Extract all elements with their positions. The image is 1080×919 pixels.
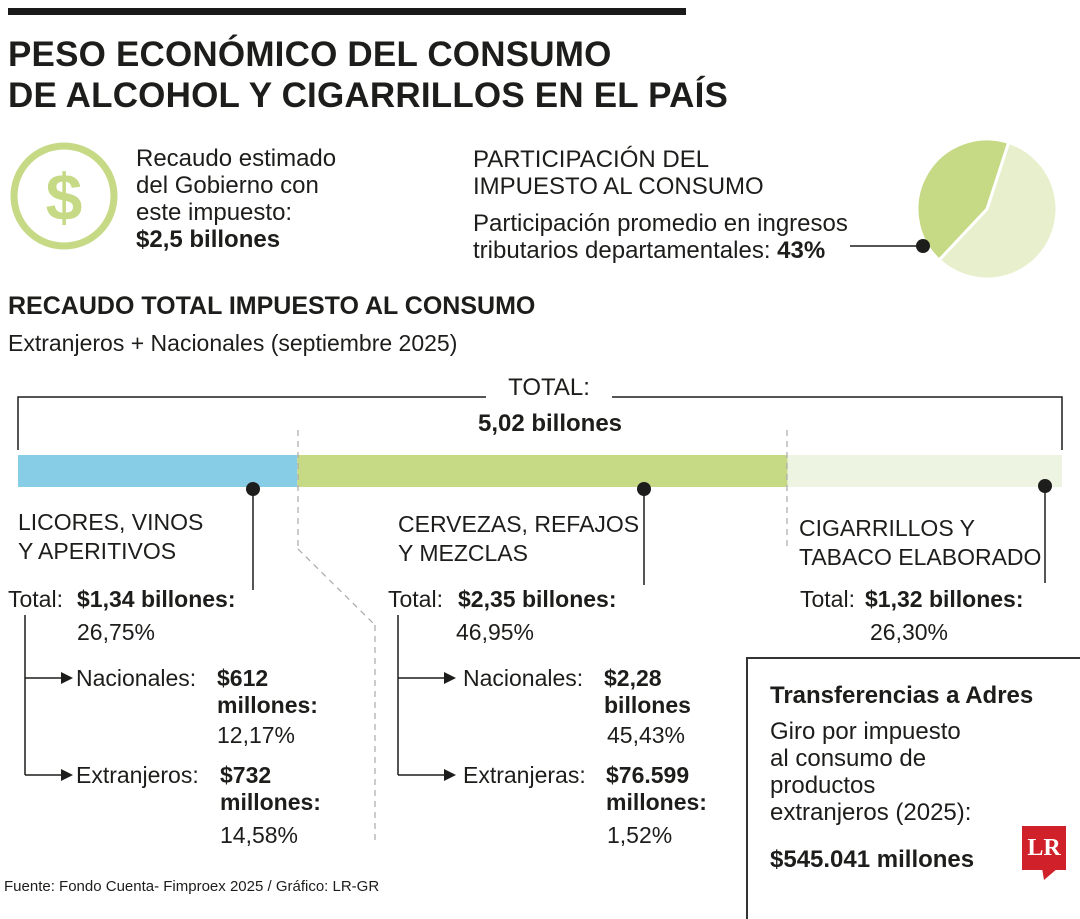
cervezas-nac-pct: 45,43% [607,722,686,748]
adres-desc-1: Giro por impuesto [770,718,961,745]
participacion-value: 43% [777,237,826,264]
pie-slice-rest [936,140,1059,281]
lr-logo: LR [1022,826,1066,870]
title-line-1: PESO ECONÓMICO DEL CONSUMO [8,35,612,74]
bar-segment-licores [18,455,298,487]
cervezas-nac-value: $2,28 billones [604,665,691,719]
licores-ext-label: Extranjeros: [76,762,199,788]
svg-text:$: $ [46,160,83,234]
licores-ext-pct: 14,58% [220,822,299,848]
segment-cigarrillos-name-2: TABACO ELABORADO [799,544,1042,570]
adres-box [746,657,1080,919]
source-note: Fuente: Fondo Cuenta- Fimproex 2025 / Gr… [4,878,380,895]
participacion-desc: Participación promedio en ingresos tribu… [473,210,848,264]
cigarrillos-total-label: Total: [800,586,855,612]
cervezas-ext-value: $76.599 millones: [606,762,707,816]
licores-nac-pct: 12,17% [217,722,296,748]
total-label: TOTAL: [508,374,590,401]
dot-cervezas [637,482,651,496]
segment-licores-name: LICORES, VINOS Y APERITIVOS [18,508,203,566]
pie-chart [850,137,1059,281]
adres-desc: Giro por impuesto al consumo de producto… [770,718,971,826]
cervezas-nac-value-1: $2,28 [604,665,662,691]
cigarrillos-total-value: $1,32 billones: [865,586,1024,612]
dot-cigarrillos [1038,479,1052,493]
bar-segment-cervezas [297,455,788,487]
divider-line-1b [297,548,376,625]
lr-logo-text: LR [1027,835,1061,861]
segment-cervezas-name-1: CERVEZAS, REFAJOS [398,511,640,537]
licores-nac-label: Nacionales: [76,665,197,691]
licores-ext-value: $732 millones: [220,762,321,816]
cervezas-total-value: $2,35 billones: [458,586,617,612]
participacion-title-line-1: PARTICIPACIÓN DEL [473,146,710,173]
adres-title: Transferencias a Adres [770,682,1034,709]
cervezas-ext-label: Extranjeras: [463,762,586,788]
cervezas-tree [397,615,456,781]
total-value: 5,02 billones [477,410,623,437]
dot-licores [246,482,260,496]
cervezas-ext-value-2: millones: [606,789,707,815]
participacion-title: PARTICIPACIÓN DEL IMPUESTO AL CONSUMO [473,146,764,200]
participacion-desc-line-2: tributarios departamentales: 43% [473,237,848,264]
section-title: RECAUDO TOTAL IMPUESTO AL CONSUMO [8,292,536,320]
adres-desc-4: extranjeros (2025): [770,799,972,826]
section-subtitle: Extranjeros + Nacionales (septiembre 202… [8,330,458,356]
adres-desc-2: al consumo de [770,745,927,772]
cervezas-total-label: Total: [388,586,443,612]
cervezas-nac-label: Nacionales: [463,665,584,691]
bar-segment-cigarrillos [787,455,1062,487]
licores-total-value: $1,34 billones: [77,586,236,612]
page-title: PESO ECONÓMICO DEL CONSUMO DE ALCOHOL Y … [8,34,728,116]
adres-desc-3: productos [770,772,876,799]
licores-nac-value-2: millones: [217,692,318,718]
segment-cigarrillos-name: CIGARRILLOS Y TABACO ELABORADO [799,514,1041,572]
cervezas-nac-value-2: billones [604,692,691,718]
participacion-desc-line-1: Participación promedio en ingresos [473,210,848,237]
cervezas-ext-pct: 1,52% [607,822,673,848]
cervezas-total-pct: 46,95% [456,619,535,645]
adres-value: $545.041 millones [770,846,975,873]
segment-cigarrillos-name-1: CIGARRILLOS Y [799,515,975,541]
recaudo-line-2: del Gobierno con [136,172,319,199]
segment-cervezas-name-2: Y MEZCLAS [398,540,528,566]
participacion-title-line-2: IMPUESTO AL CONSUMO [473,173,764,200]
title-line-2: DE ALCOHOL Y CIGARRILLOS EN EL PAÍS [8,76,729,115]
title-rule [8,8,686,15]
recaudo-line-3: este impuesto: [136,199,293,226]
licores-nac-value: $612 millones: [217,665,318,719]
licores-nac-value-1: $612 [217,665,269,691]
pie-leader-dot [916,239,930,253]
recaudo-block: Recaudo estimado del Gobierno con este i… [136,145,336,253]
segment-licores-name-1: LICORES, VINOS [18,509,204,535]
segment-licores-name-2: Y APERITIVOS [18,538,177,564]
divider-line-1c [374,625,376,843]
recaudo-value: $2,5 billones [136,226,281,253]
licores-ext-value-1: $732 [220,762,272,788]
total-bracket [17,396,1063,450]
cigarrillos-total-pct: 26,30% [870,619,949,645]
segment-cervezas-name: CERVEZAS, REFAJOS Y MEZCLAS [398,510,639,568]
licores-ext-value-2: millones: [220,789,321,815]
dollar-icon: $ [10,142,118,250]
licores-total-label: Total: [8,586,63,612]
licores-total-pct: 26,75% [77,619,156,645]
cervezas-ext-value-1: $76.599 [606,762,690,788]
recaudo-line-1: Recaudo estimado [136,145,337,172]
lr-logo-tail [1042,868,1058,880]
participacion-desc-line-2-text: tributarios departamentales: [473,237,771,264]
licores-tree [24,615,73,781]
stacked-bar-chart [18,430,1062,625]
